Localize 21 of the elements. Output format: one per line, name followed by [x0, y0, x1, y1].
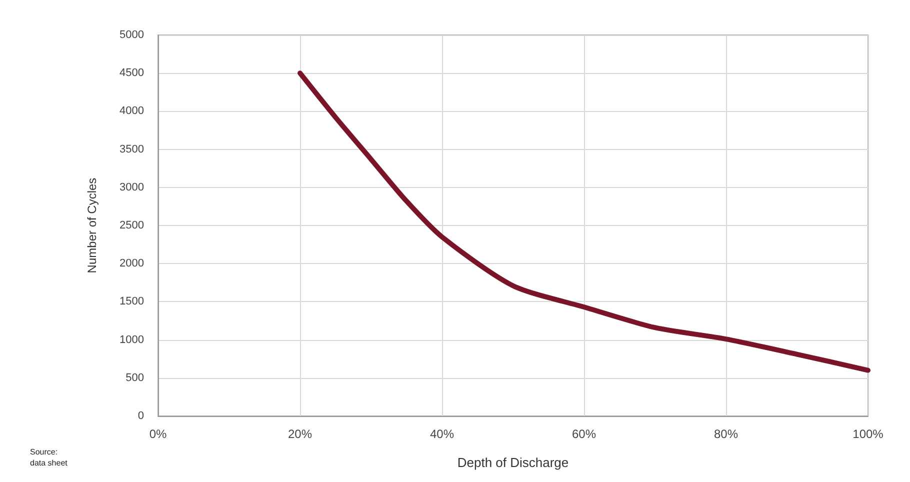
y-tick-label: 0 — [138, 410, 144, 422]
x-tick-label: 60% — [572, 427, 596, 441]
y-axis-title: Number of Cycles — [85, 178, 99, 274]
source-note: Source: — [30, 448, 58, 456]
x-tick-label: 100% — [852, 427, 884, 441]
y-tick-label: 3500 — [120, 143, 144, 156]
y-tick-label: 500 — [126, 372, 144, 384]
x-tick-label: 80% — [714, 427, 738, 441]
y-tick-label: 3000 — [120, 181, 144, 194]
x-tick-label: 0% — [149, 427, 167, 441]
x-axis-title: Depth of Discharge — [457, 455, 569, 470]
y-tick-label: 1000 — [120, 334, 144, 346]
x-tick-label: 20% — [288, 427, 312, 441]
y-tick-label: 5000 — [120, 29, 144, 41]
y-tick-label: 1500 — [120, 296, 144, 308]
y-tick-label: 2500 — [120, 220, 144, 232]
y-tick-label: 2000 — [120, 258, 144, 270]
x-tick-label: 40% — [430, 427, 454, 441]
text: data sheet — [30, 458, 68, 468]
y-tick-label: 4500 — [120, 67, 144, 80]
y-tick-label: 4000 — [120, 105, 144, 118]
